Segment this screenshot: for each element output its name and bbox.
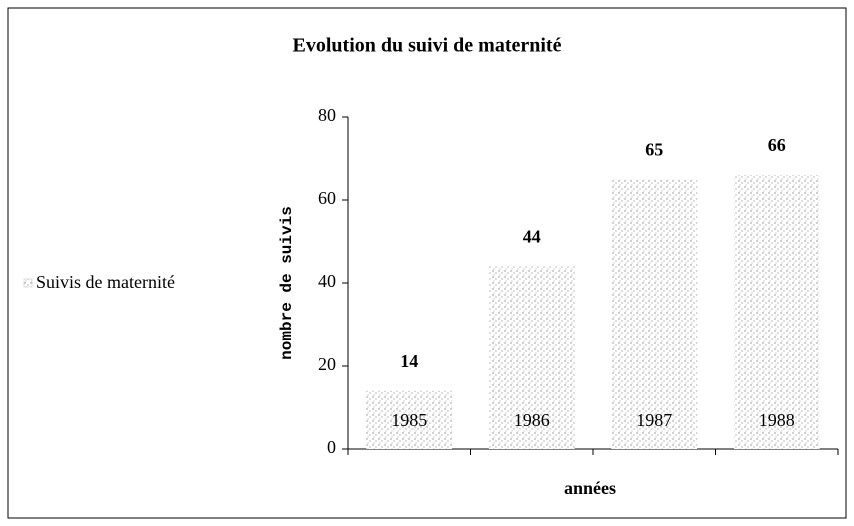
value-label: 44 xyxy=(523,227,541,247)
legend-swatch xyxy=(23,278,33,288)
legend-label: Suivis de maternité xyxy=(36,272,175,292)
bar xyxy=(733,175,820,449)
y-tick-label: 20 xyxy=(318,354,336,374)
y-tick-label: 40 xyxy=(318,271,336,291)
y-tick-label: 60 xyxy=(318,188,336,208)
bar xyxy=(611,179,698,449)
bar xyxy=(488,266,575,449)
y-tick-label: 80 xyxy=(318,105,336,125)
bar xyxy=(366,390,453,449)
chart-title: Evolution du suivi de maternité xyxy=(293,35,562,57)
x-tick-label: 1986 xyxy=(514,410,550,430)
x-tick-label: 1987 xyxy=(636,410,672,430)
y-tick-label: 0 xyxy=(327,437,336,457)
chart-frame xyxy=(7,7,847,519)
x-tick-label: 1988 xyxy=(759,410,795,430)
value-label: 14 xyxy=(400,351,418,371)
y-axis-label: nombre de suivis xyxy=(278,206,296,360)
value-label: 66 xyxy=(768,135,786,155)
value-label: 65 xyxy=(645,139,663,159)
x-tick-label: 1985 xyxy=(391,410,427,430)
x-axis-label: années xyxy=(564,478,616,498)
